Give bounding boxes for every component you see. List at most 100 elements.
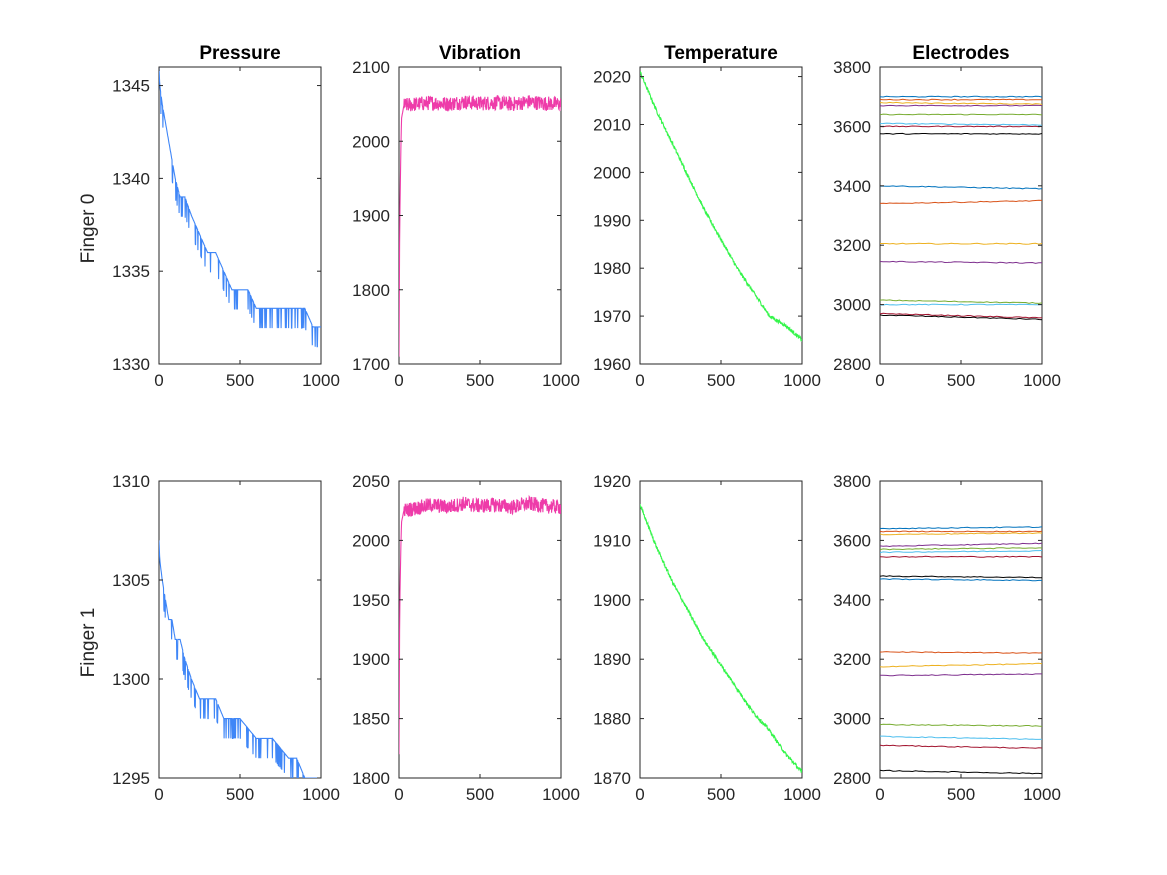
y-tick-label: 1960: [593, 355, 631, 374]
y-tick-label: 3400: [833, 591, 871, 610]
plot-area: [880, 95, 1042, 321]
subplot-4: 0 500 1000 1295 1300 1305 1310 Finger 1: [78, 472, 340, 804]
series-line-13: [880, 735, 1042, 740]
y-tick-label: 2000: [593, 163, 631, 182]
series-line-6: [880, 125, 1042, 128]
y-tick-label: 1295: [112, 769, 150, 788]
x-tick-label: 0: [154, 371, 163, 390]
series-line-14: [880, 312, 1042, 319]
y-tick-label: 1800: [352, 281, 390, 300]
x-tick-label: 0: [154, 785, 163, 804]
y-tick-label: 2800: [833, 769, 871, 788]
y-tick-label: 1700: [352, 355, 390, 374]
x-tick-label: 500: [226, 785, 254, 804]
y-tick-label: 1300: [112, 670, 150, 689]
y-tick-label: 1970: [593, 307, 631, 326]
y-tick-label: 1950: [352, 591, 390, 610]
y-tick-label: 1305: [112, 571, 150, 590]
series-line-0: [159, 67, 321, 348]
x-tick-label: 1000: [542, 785, 580, 804]
y-tick-label: 3600: [833, 117, 871, 136]
x-tick-label: 1000: [302, 371, 340, 390]
axes-box: [398, 66, 562, 365]
y-tick-label: 3000: [833, 296, 871, 315]
series-line-0: [399, 494, 561, 755]
series-line-3: [880, 104, 1042, 107]
series-line-8: [880, 578, 1042, 582]
y-tick-label: 2010: [593, 115, 631, 134]
y-tick-label: 1870: [593, 769, 631, 788]
x-tick-label: 500: [947, 371, 975, 390]
row-label: Finger 1: [78, 608, 99, 678]
plot-area: [399, 494, 561, 755]
series-line-0: [159, 540, 321, 778]
y-tick-label: 1345: [112, 77, 150, 96]
x-tick-label: 500: [707, 785, 735, 804]
y-tick-label: 1335: [112, 262, 150, 281]
y-tick-label: 3600: [833, 531, 871, 550]
y-tick-label: 1920: [593, 472, 631, 491]
axes-box: [879, 480, 1043, 779]
series-line-0: [880, 95, 1042, 98]
series-line-13: [880, 303, 1042, 306]
subplot-title: Vibration: [439, 43, 521, 64]
y-tick-label: 3800: [833, 472, 871, 491]
series-line-11: [880, 260, 1042, 264]
x-tick-label: 500: [466, 371, 494, 390]
subplot-5: 0 500 1000 1800 1850 1900 1950 2000 2050: [352, 472, 580, 804]
series-line-0: [640, 71, 802, 342]
series-line-10: [880, 242, 1042, 245]
x-tick-label: 0: [635, 785, 644, 804]
series-line-0: [640, 504, 802, 774]
series-line-4: [880, 547, 1042, 551]
axes-box: [158, 66, 322, 365]
axes-box: [639, 66, 803, 365]
series-line-7: [880, 575, 1042, 579]
plot-area: [159, 67, 321, 348]
series-line-2: [880, 101, 1042, 105]
series-line-14: [880, 744, 1042, 749]
x-tick-label: 1000: [1023, 785, 1061, 804]
x-tick-label: 0: [394, 371, 403, 390]
series-line-0: [880, 526, 1042, 530]
subplot-0: 0 500 1000 1330 1335 1340 1345 Pressure Finger 0: [78, 43, 340, 390]
y-tick-label: 1980: [593, 259, 631, 278]
series-line-11: [880, 673, 1042, 677]
series-line-7: [880, 132, 1042, 135]
y-tick-label: 2050: [352, 472, 390, 491]
x-tick-label: 0: [394, 785, 403, 804]
subplot-6: 0 500 1000 1870 1880 1890 1900 1910 1920: [593, 472, 821, 804]
y-tick-label: 1900: [352, 650, 390, 669]
x-tick-label: 500: [466, 785, 494, 804]
series-line-9: [880, 199, 1042, 205]
axes-box: [639, 480, 803, 779]
subplot-title: Temperature: [664, 43, 778, 64]
y-tick-label: 1850: [352, 710, 390, 729]
y-tick-label: 1800: [352, 769, 390, 788]
subplot-2: 0 500 1000 1960 1970 1980 1990 2000 2010 2020 Temp…: [593, 43, 821, 390]
y-tick-label: 1310: [112, 472, 150, 491]
x-tick-label: 1000: [302, 785, 340, 804]
subplot-title: Electrodes: [912, 43, 1009, 64]
subplot-3: 0 500 1000 2800 3000 3200 3400 3600 3800 Electrod…: [833, 43, 1061, 390]
subplot-1: 0 500 1000 1700 1800 1900 2000 2100 Vibration: [352, 43, 580, 390]
y-tick-label: 3000: [833, 710, 871, 729]
series-line-15: [880, 314, 1042, 321]
plot-area: [880, 526, 1042, 775]
x-tick-label: 1000: [1023, 371, 1061, 390]
subplot-title: Pressure: [199, 43, 280, 64]
y-tick-label: 1900: [593, 591, 631, 610]
y-tick-label: 1330: [112, 355, 150, 374]
plot-area: [159, 540, 321, 778]
x-tick-label: 1000: [783, 371, 821, 390]
axes-box: [879, 66, 1043, 365]
row-label: Finger 0: [78, 194, 99, 264]
series-line-10: [880, 662, 1042, 668]
x-tick-label: 1000: [542, 371, 580, 390]
series-line-2: [880, 532, 1042, 536]
y-tick-label: 2000: [352, 132, 390, 151]
axes-box: [398, 480, 562, 779]
plot-area: [399, 94, 561, 357]
x-tick-label: 500: [947, 785, 975, 804]
y-tick-label: 1910: [593, 531, 631, 550]
